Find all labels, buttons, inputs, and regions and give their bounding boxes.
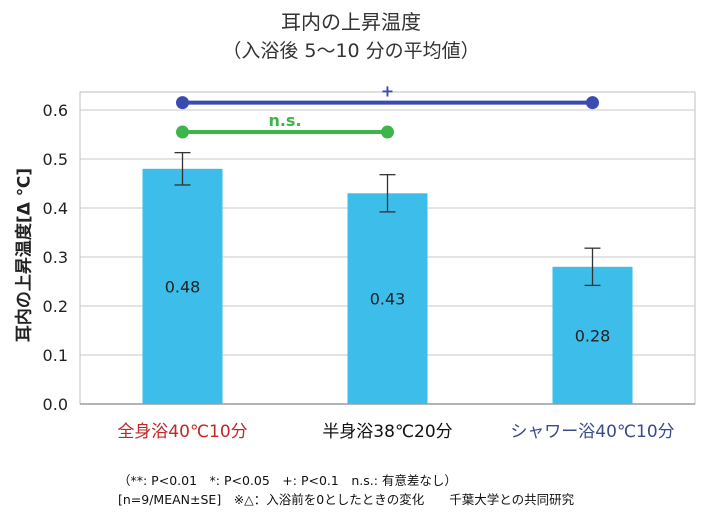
y-tick-label: 0.0 xyxy=(43,395,68,414)
x-tick-label: 全身浴40℃10分 xyxy=(117,422,247,442)
chart-title: 耳内の上昇温度 xyxy=(281,10,421,34)
significance-endpoint xyxy=(586,96,599,110)
x-tick-label: 半身浴38℃20分 xyxy=(322,422,452,442)
significance-endpoint xyxy=(381,125,394,139)
y-tick-label: 0.5 xyxy=(43,150,68,169)
data-label: 0.48 xyxy=(165,277,201,296)
bar xyxy=(552,266,633,404)
y-tick-label: 0.1 xyxy=(43,346,68,365)
bar xyxy=(142,168,223,404)
study-note: [n=9/MEAN±SE] ※△：入浴前を0としたときの変化 千葉大学との共同研… xyxy=(118,492,575,507)
data-label: 0.28 xyxy=(575,326,611,345)
y-tick-label: 0.4 xyxy=(43,199,68,218)
x-tick-label: シャワー浴40℃10分 xyxy=(510,422,674,442)
y-tick-label: 0.6 xyxy=(43,101,68,120)
chart-subtitle: （入浴後 5～10 分の平均値） xyxy=(222,40,480,62)
significance-endpoint xyxy=(176,96,189,110)
y-tick-label: 0.2 xyxy=(43,297,68,316)
significance-label: n.s. xyxy=(268,111,301,130)
significance-legend: （**: P<0.01 *: P<0.05 +: P<0.1 n.s.: 有意差… xyxy=(118,473,457,488)
y-tick-label: 0.3 xyxy=(43,248,68,267)
data-label: 0.43 xyxy=(370,290,406,309)
significance-label: + xyxy=(381,82,394,101)
significance-endpoint xyxy=(176,125,189,139)
bar xyxy=(347,193,428,404)
